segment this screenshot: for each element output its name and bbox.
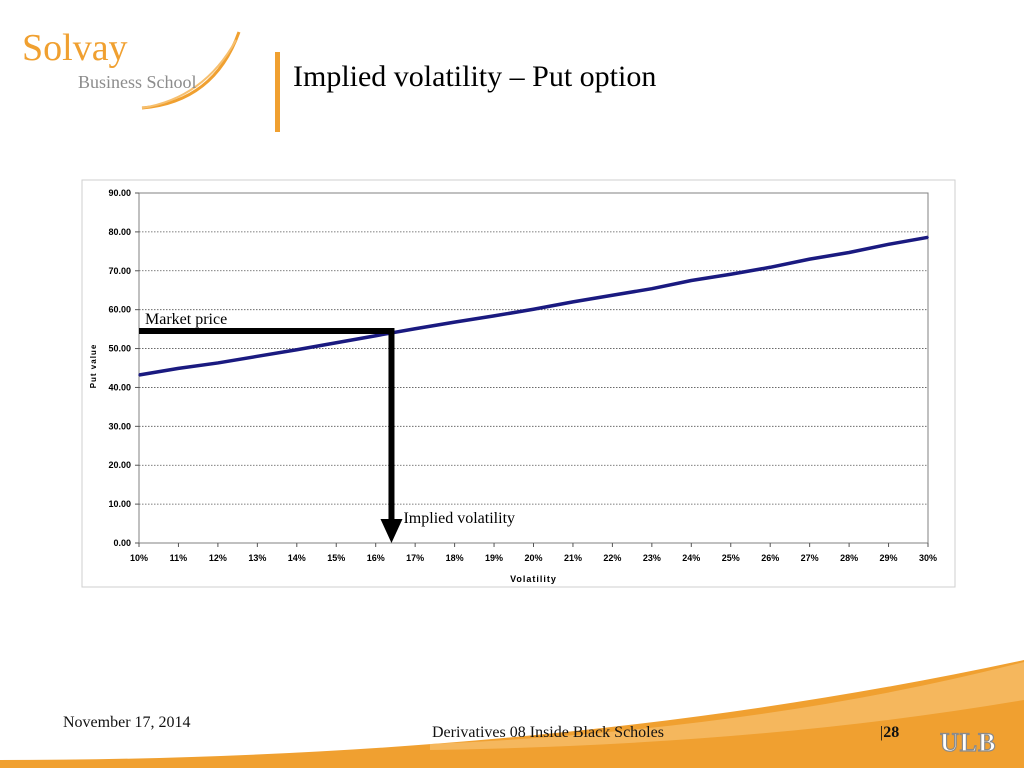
footer-page-number: |28 xyxy=(880,724,899,742)
data-point xyxy=(611,294,614,297)
data-point xyxy=(690,279,693,282)
implied-vol-arrow-head xyxy=(380,519,403,543)
data-point xyxy=(374,334,377,337)
x-tick-label: 10% xyxy=(130,553,148,563)
y-tick-label: 80.00 xyxy=(108,227,131,237)
data-point xyxy=(177,367,180,370)
logo-name: Solvay xyxy=(22,27,128,69)
x-tick-label: 16% xyxy=(367,553,385,563)
data-point xyxy=(414,327,416,330)
data-point xyxy=(256,355,259,358)
data-point xyxy=(769,266,771,269)
x-tick-label: 13% xyxy=(248,553,266,563)
x-axis-title: Volatility xyxy=(510,574,557,584)
y-tick-label: 0.00 xyxy=(113,538,131,548)
x-tick-label: 17% xyxy=(406,553,424,563)
put-value-chart: 0.00 10.00 20.00 30.00 40.00 50.00 60.00 70.00 8… xyxy=(81,179,956,588)
data-point xyxy=(729,273,732,276)
implied-volatility-label: Implied volatility xyxy=(403,510,515,527)
chart-frame xyxy=(81,179,956,588)
page-separator: | xyxy=(880,724,884,741)
x-tick-label: 18% xyxy=(446,553,464,563)
market-price-label: Market price xyxy=(145,311,227,328)
x-tick-label: 20% xyxy=(524,553,542,563)
data-point xyxy=(651,287,653,290)
y-tick-label: 40.00 xyxy=(108,382,131,392)
data-point xyxy=(493,315,495,317)
x-tick-label: 24% xyxy=(682,553,700,563)
data-point xyxy=(335,341,338,344)
x-tick-label: 23% xyxy=(643,553,661,563)
solvay-logo: Solvay Business School xyxy=(14,22,254,122)
x-tick-label: 25% xyxy=(722,553,740,563)
x-tick-label: 19% xyxy=(485,553,503,563)
y-axis-title: Put value xyxy=(89,344,98,389)
x-tick-label: 21% xyxy=(564,553,582,563)
plot-area xyxy=(138,192,929,544)
x-tick-label: 12% xyxy=(209,553,227,563)
page-number: 28 xyxy=(883,724,900,741)
y-tick-label: 20.00 xyxy=(108,460,131,470)
x-tick-label: 22% xyxy=(603,553,621,563)
data-point xyxy=(453,321,456,323)
footer-course: Derivatives 08 Inside Black Scholes xyxy=(432,724,664,741)
title-accent-bar xyxy=(275,52,280,132)
ulb-logo: ULB xyxy=(939,727,997,757)
x-tick-label: 26% xyxy=(761,553,779,563)
footer-date: November 17, 2014 xyxy=(63,714,191,731)
data-point xyxy=(887,243,890,246)
y-tick-label: 10.00 xyxy=(108,499,131,509)
x-tick-label: 14% xyxy=(288,553,306,563)
data-point xyxy=(848,251,850,254)
y-tick-label: 60.00 xyxy=(108,305,131,315)
y-tick-label: 70.00 xyxy=(108,266,131,276)
slide-title: Implied volatility – Put option xyxy=(293,60,657,93)
x-tick-label: 30% xyxy=(919,553,937,563)
y-tick-label: 50.00 xyxy=(108,344,131,354)
data-point xyxy=(927,236,929,239)
logo-subtitle: Business School xyxy=(78,72,197,92)
x-tick-label: 11% xyxy=(170,553,188,563)
data-point xyxy=(296,348,298,351)
x-tick-label: 15% xyxy=(327,553,345,563)
y-tick-label: 90.00 xyxy=(108,188,131,198)
data-point xyxy=(572,301,574,303)
x-tick-label: 28% xyxy=(840,553,858,563)
data-point xyxy=(532,308,535,311)
logo-swoosh xyxy=(141,31,241,110)
y-tick-label: 30.00 xyxy=(108,421,131,431)
data-point xyxy=(808,258,811,260)
data-point xyxy=(217,362,219,364)
x-tick-label: 27% xyxy=(801,553,819,563)
data-point xyxy=(138,374,140,376)
x-tick-label: 29% xyxy=(880,553,898,563)
